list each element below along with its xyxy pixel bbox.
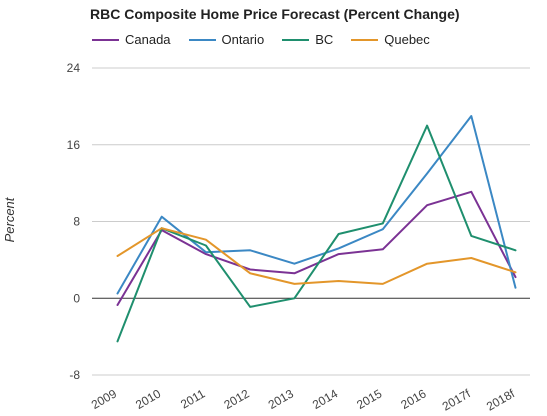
legend-swatch-canada [92,38,119,41]
legend-item-quebec[interactable]: Quebec [351,32,430,47]
x-tick-label: 2015 [354,386,384,412]
chart-legend: Canada Ontario BC Quebec [92,32,448,47]
y-tick-label: 16 [67,138,81,152]
legend-item-ontario[interactable]: Ontario [188,32,265,47]
y-axis-label: Percent [2,196,17,242]
chart-title: RBC Composite Home Price Forecast (Perce… [90,6,460,22]
series-line-quebec[interactable] [116,227,517,285]
x-tick-label: 2009 [89,386,119,412]
legend-label-quebec: Quebec [384,32,430,47]
y-tick-label: 0 [73,291,80,305]
legend-swatch-bc [282,38,310,41]
legend-swatch-quebec [351,38,379,41]
legend-label-canada: Canada [125,32,171,47]
series-line-bc[interactable] [116,124,517,343]
y-tick-label: 24 [67,61,81,75]
legend-item-bc[interactable]: BC [282,32,333,47]
x-tick-label: 2011 [178,386,208,411]
series-lines [116,115,517,343]
x-tick-label: 2014 [310,386,340,412]
x-tick-label: 2012 [222,386,252,412]
series-line-canada[interactable] [116,190,517,306]
x-axis: 2009 2010 2011 2012 2013 2014 2015 2016 2017f 201… [89,386,518,413]
legend-swatch-ontario [188,38,216,41]
x-tick-label: 2018f [484,386,518,413]
y-tick-label: 8 [73,215,80,229]
grid-lines [92,67,530,376]
x-tick-label: 2017f [440,386,474,413]
x-tick-label: 2016 [398,386,428,412]
legend-label-ontario: Ontario [221,32,265,47]
y-tick-label: -8 [69,368,80,382]
legend-label-bc: BC [315,32,334,47]
x-tick-label: 2013 [266,386,296,412]
y-axis: -8 0 8 16 24 [67,61,81,382]
x-tick-label: 2010 [133,386,163,412]
legend-item-canada[interactable]: Canada [92,32,171,47]
